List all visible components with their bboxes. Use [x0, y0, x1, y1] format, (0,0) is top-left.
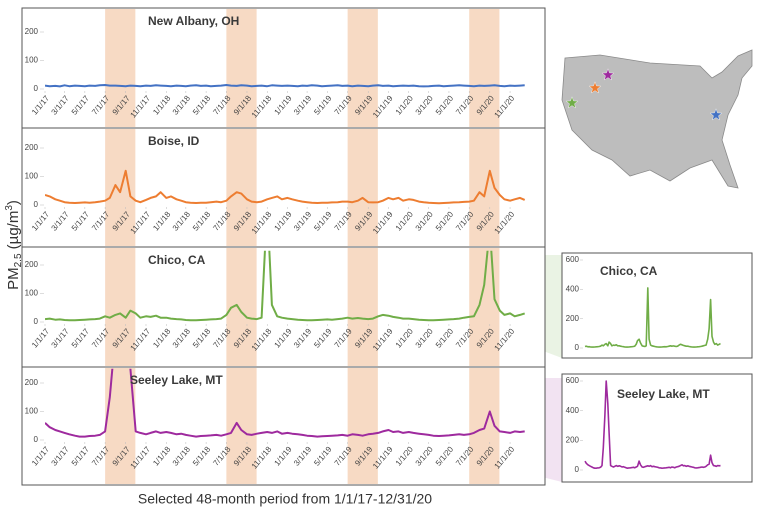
us-outline [561, 49, 753, 189]
site-star [601, 68, 615, 81]
y-tick-label: 200 [25, 260, 39, 269]
shaded-period [105, 9, 136, 127]
y-tick-label: 0 [34, 84, 39, 93]
shaded-period [469, 9, 500, 127]
y-tick-label: 600 [566, 255, 580, 264]
y-tick-label: 0 [34, 200, 39, 209]
y-tick-label: 400 [566, 406, 580, 415]
shaded-period [469, 248, 500, 366]
panel-frame [21, 366, 546, 486]
y-tick-label: 200 [25, 143, 39, 152]
panel-frame [21, 127, 546, 248]
y-tick-label: 100 [25, 289, 39, 298]
panel-title: Boise, ID [148, 134, 200, 148]
shaded-period [347, 368, 378, 484]
y-tick-label: 200 [566, 435, 580, 444]
y-label-sup: 3 [4, 205, 15, 211]
series-line [45, 250, 526, 322]
y-tick-label: 600 [566, 376, 580, 385]
y-label-sub: 2.5 [13, 253, 24, 267]
y-tick-label: 200 [25, 27, 39, 36]
y-label-part: ) [5, 200, 22, 205]
shaded-period [347, 248, 378, 366]
y-tick-label: 0 [575, 465, 580, 474]
y-tick-label: 200 [25, 378, 39, 387]
shaded-period [226, 368, 257, 484]
y-tick-label: 200 [566, 314, 580, 323]
series-line [584, 287, 721, 348]
series-line [45, 84, 525, 88]
panel-title: Seeley Lake, MT [130, 373, 223, 387]
y-axis-label: PM2.5 (µg/m3) [4, 200, 24, 290]
inset-title: Chico, CA [600, 264, 658, 278]
panel-frame [21, 246, 546, 368]
shaded-period [347, 129, 378, 246]
y-tick-label: 100 [25, 172, 39, 181]
y-tick-label: 0 [34, 317, 39, 326]
site-star [565, 96, 579, 109]
shaded-period [226, 129, 257, 246]
series-line [45, 169, 526, 205]
inset-frame [561, 252, 753, 359]
y-label-part: (µg/m [5, 211, 22, 254]
site-star [709, 108, 723, 121]
series-line [584, 380, 721, 469]
panel-title: New Albany, OH [148, 14, 239, 28]
shaded-period [105, 129, 136, 246]
shaded-period [226, 9, 257, 127]
series-line [45, 368, 525, 438]
y-label-part: PM [5, 267, 22, 290]
inset-title: Seeley Lake, MT [617, 387, 710, 401]
x-axis-label: Selected 48-month period from 1/1/17-12/… [138, 491, 432, 507]
site-star [588, 81, 602, 94]
inset: 0 200 400 600 Chico, CA [561, 252, 753, 359]
panel-title: Chico, CA [148, 253, 206, 267]
y-tick-label: 400 [566, 284, 580, 293]
shaded-period [347, 9, 378, 127]
y-tick-label: 0 [34, 435, 39, 444]
y-tick-label: 0 [575, 343, 580, 352]
us-map [561, 49, 753, 189]
inset-frame [561, 373, 753, 483]
y-tick-label: 100 [25, 407, 39, 416]
shaded-period [105, 248, 136, 366]
inset: 0 200 400 600 Seeley Lake, MT [561, 373, 753, 483]
y-tick-label: 100 [25, 56, 39, 65]
